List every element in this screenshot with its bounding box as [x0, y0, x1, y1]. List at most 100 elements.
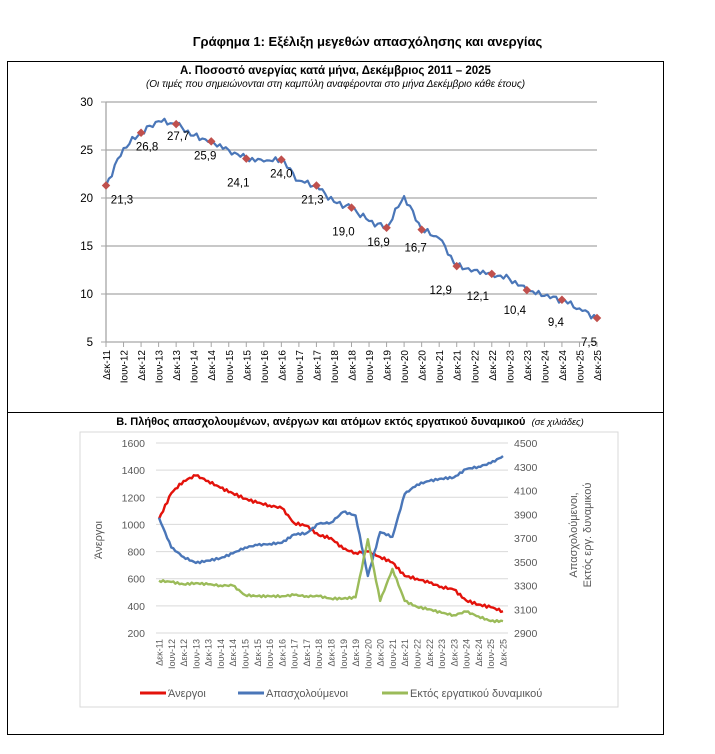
chart-a-ytick-label: 15: [80, 241, 93, 253]
panel-divider: [7, 412, 664, 413]
chart-a-marker: [382, 223, 391, 233]
chart-b-ytick-right-label: 4100: [514, 486, 538, 498]
chart-b-xtick-label: Δεκ-19: [351, 639, 361, 667]
chart-a-marker: [136, 128, 146, 137]
chart-a-xtick-label: Δεκ-19: [383, 350, 394, 381]
chart-b-xtick-label: Δεκ-16: [277, 639, 287, 667]
chart-b-ylabel-right-line1: Απασχολούμενοι,: [568, 492, 580, 577]
chart-b-series-line-unemployed: [157, 474, 504, 614]
chart-a-xtick-label: Ιουν-20: [400, 350, 411, 384]
chart-b-xtick-label: Δεκ-25: [499, 639, 509, 667]
chart-b-series-line-out-of-labour-force: [158, 537, 504, 624]
chart-b-xtick-label: Ιουν-13: [191, 639, 201, 669]
chart-b-xtick-label: Ιουν-23: [437, 639, 447, 669]
chart-a-data-label: 7,5: [581, 337, 597, 349]
chart-a-xtick-label: Ιουν-15: [225, 350, 236, 384]
chart-b-xtick-label: Ιουν-15: [241, 639, 251, 669]
chart-a-xtick-label: Δεκ-11: [102, 350, 113, 380]
chart-b-xtick-label: Δεκ-15: [253, 639, 263, 667]
chart-b-xtick-label: Δεκ-14: [228, 639, 238, 667]
chart-a-xtick-label: Ιουν-21: [435, 350, 446, 384]
chart-a-marker: [522, 285, 532, 295]
chart-b-xtick-label: Ιουν-21: [388, 639, 398, 669]
chart-a-marker: [101, 181, 111, 190]
chart-b-ytick-left-label: 200: [127, 628, 145, 640]
chart-a-ytick-label: 20: [80, 193, 93, 205]
chart-b-ytick-right-label: 4300: [514, 462, 538, 474]
chart-b-ytick-left-label: 1000: [122, 519, 146, 531]
chart-b-ytick-left-label: 600: [127, 574, 145, 586]
chart-a-ytick-label: 30: [80, 97, 93, 109]
chart-b-title-note: (σε χιλιάδες): [531, 417, 584, 428]
chart-a-title: Α. Ποσοστό ανεργίας κατά μήνα, Δεκέμβριο…: [180, 65, 491, 77]
chart-b-ytick-left-label: 1200: [122, 492, 146, 504]
chart-b-ytick-right-label: 4500: [514, 438, 538, 450]
chart-b-ylabel-right-line2: Εκτός εργ. δυναμικού: [582, 483, 594, 588]
chart-a-xtick-label: Δεκ-16: [277, 350, 288, 381]
chart-a-marker: [487, 269, 497, 279]
chart-a-xtick-label: Δεκ-18: [348, 350, 359, 381]
chart-a-marker: [171, 119, 181, 129]
chart-a-xtick-label: Δεκ-15: [242, 350, 253, 381]
chart-b-legend-label: Εκτός εργατικού δυναμικού: [410, 688, 542, 700]
chart-b-ytick-right-label: 3100: [514, 604, 538, 616]
chart-a-xtick-label: Δεκ-14: [207, 350, 218, 381]
chart-b-xtick-label: Ιουν-14: [216, 639, 226, 669]
chart-a-xtick-label: Δεκ-23: [523, 350, 534, 381]
chart-a-marker: [347, 203, 356, 212]
chart-a-ytick-label: 25: [80, 145, 93, 157]
chart-a-data-label: 27,7: [167, 131, 189, 143]
chart-b-ytick-right-label: 3300: [514, 581, 538, 593]
chart-a-marker: [417, 225, 426, 234]
chart-b-xtick-label: Ιουν-16: [265, 639, 275, 669]
chart-a-xtick-label: Ιουν-17: [295, 350, 306, 384]
chart-a-data-label: 21,3: [301, 195, 323, 207]
chart-a-xtick-label: Ιουν-25: [575, 350, 586, 384]
chart-a-data-label: 26,8: [136, 142, 158, 154]
chart-a-subtitle: (Οι τιμές που σημειώνονται στη καμπύλη α…: [145, 79, 526, 90]
chart-a-data-label: 21,3: [111, 195, 133, 207]
chart-a-series-line: [104, 117, 598, 320]
chart-b-title: Β. Πλήθος απασχολουμένων, ανέργων και ατ…: [116, 416, 526, 428]
chart-a-xtick-label: Ιουν-13: [155, 350, 166, 384]
chart-b-ytick-left-label: 400: [127, 601, 145, 613]
chart-a-xtick-label: Ιουν-24: [540, 350, 551, 384]
chart-a-ytick-label: 10: [80, 289, 93, 301]
chart-a-xtick-label: Ιουν-16: [260, 350, 271, 384]
chart-b-xtick-label: Δεκ-21: [400, 639, 410, 667]
chart-b-xtick-label: Ιουν-24: [462, 639, 472, 669]
chart-b-xtick-label: Ιουν-18: [314, 639, 324, 669]
chart-b-xtick-label: Δεκ-24: [474, 639, 484, 667]
chart-b-xtick-label: Δεκ-23: [449, 639, 459, 667]
chart-b-xtick-label: Ιουν-12: [167, 639, 177, 669]
chart-a-data-label: 25,9: [194, 150, 216, 162]
chart-b-title-wrap: Β. Πλήθος απασχολουμένων, ανέργων και ατ…: [80, 416, 620, 428]
chart-b-legend-label: Απασχολούμενοι: [266, 688, 349, 700]
chart-a-xtick-label: Δεκ-22: [488, 350, 499, 381]
chart-a-data-label: 10,4: [504, 305, 527, 317]
chart-a-marker: [242, 154, 251, 163]
chart-a-xtick-label: Ιουν-12: [120, 350, 131, 384]
chart-b-xtick-label: Δεκ-13: [204, 639, 214, 667]
chart-a-xtick-label: Δεκ-17: [312, 350, 323, 381]
main-title: Γράφημα 1: Εξέλιξη μεγεθών απασχόλησης κ…: [192, 34, 543, 49]
chart-b-ylabel-left: Άνεργοι: [93, 521, 105, 559]
chart-a-data-label: 12,1: [467, 291, 489, 303]
chart-a-xtick-label: Ιουν-18: [330, 350, 341, 384]
chart-b-xtick-label: Ιουν-19: [339, 639, 349, 669]
chart-b-xtick-label: Δεκ-17: [302, 639, 312, 667]
chart-a-data-label: 9,4: [548, 317, 565, 329]
chart-a-xtick-label: Δεκ-21: [453, 350, 464, 381]
chart-b-xtick-label: Δεκ-11: [155, 639, 165, 666]
chart-b-ytick-right-label: 3700: [514, 533, 538, 545]
chart-a-xtick-label: Ιουν-23: [505, 350, 516, 384]
chart-a-xtick-label: Ιουν-14: [190, 350, 201, 384]
chart-b-series-line-employed: [157, 455, 504, 578]
chart-a-marker: [452, 261, 461, 271]
chart-a-xtick-label: Ιουν-22: [470, 350, 481, 384]
chart-b-xtick-label: Ιουν-22: [413, 639, 423, 669]
chart-a-marker: [277, 155, 286, 164]
chart-b-ytick-left-label: 800: [127, 547, 145, 559]
figure-frame: [7, 61, 664, 735]
